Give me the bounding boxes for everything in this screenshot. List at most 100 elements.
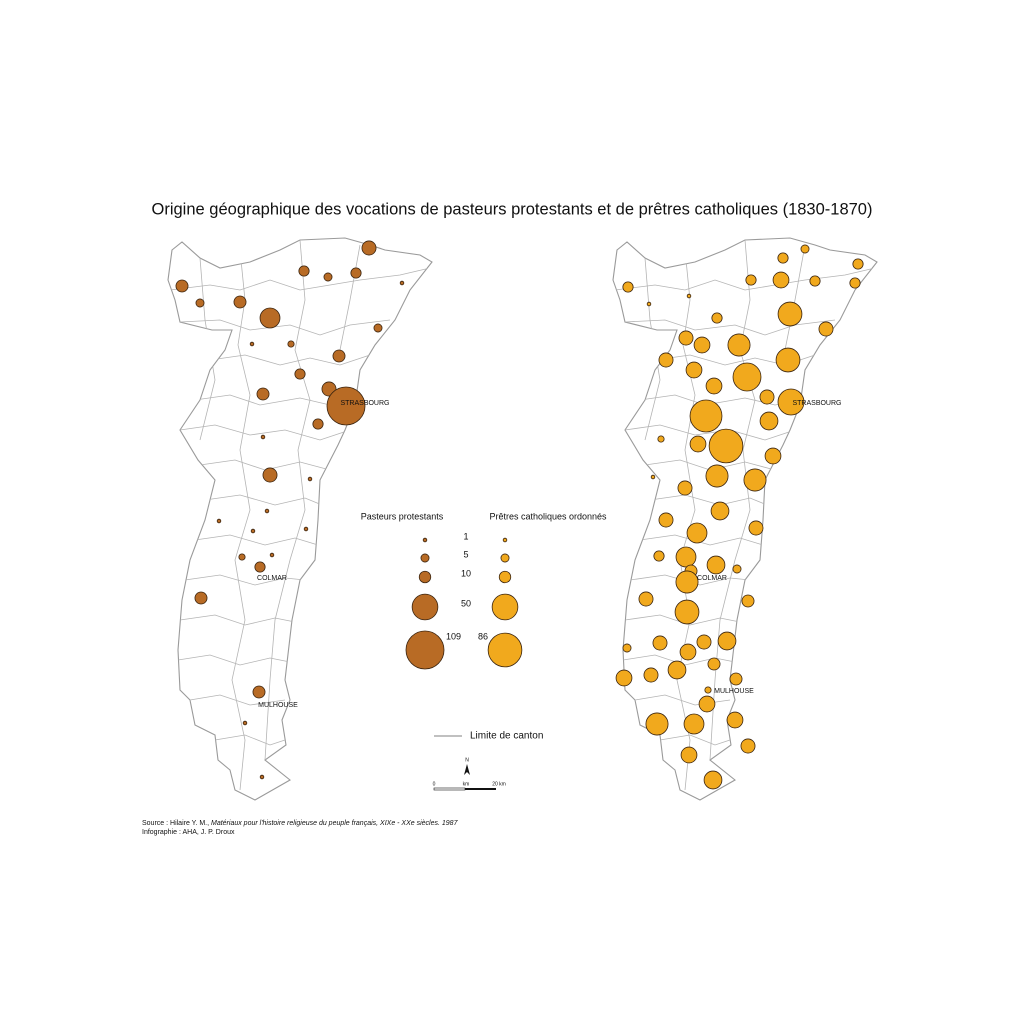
canton-legend-label: Limite de canton	[470, 731, 543, 742]
vocation-circle	[269, 552, 275, 558]
vocation-circle	[726, 711, 744, 729]
vocation-circle	[732, 362, 762, 392]
source-prefix: Source : Hilaire Y. M.,	[142, 820, 211, 827]
vocation-circle	[652, 635, 668, 651]
legend: Pasteurs protestants Prêtres catholiques…	[361, 511, 607, 741]
north-arrow	[464, 764, 470, 775]
vocation-circle	[732, 564, 742, 574]
vocation-circle	[679, 643, 697, 661]
vocation-circle	[696, 634, 712, 650]
vocation-circle	[294, 368, 306, 380]
vocation-circle	[710, 501, 730, 521]
vocation-circle	[264, 508, 270, 514]
vocation-circle	[775, 347, 801, 373]
vocation-circle	[303, 526, 309, 532]
scale: N 0 km 20 km	[433, 757, 506, 791]
vocation-circle	[256, 387, 270, 401]
vocation-circle	[326, 386, 366, 426]
city-label: COLMAR	[697, 575, 727, 582]
city-label: STRASBOURG	[792, 400, 841, 407]
vocation-circle	[675, 546, 697, 568]
vocation-circle	[683, 713, 705, 735]
vocation-circle	[373, 323, 383, 333]
legend-circle	[405, 630, 445, 670]
vocation-circle	[686, 522, 708, 544]
legend-circle	[422, 537, 428, 543]
legend-circle	[500, 553, 510, 563]
vocation-circle	[729, 672, 743, 686]
vocation-circle	[852, 258, 864, 270]
vocation-circle	[399, 280, 405, 286]
source-line: Source : Hilaire Y. M., Matériaux pour l…	[142, 820, 459, 827]
city-label: MULHOUSE	[714, 688, 754, 695]
vocation-circle	[809, 275, 821, 287]
city-label: MULHOUSE	[258, 702, 298, 709]
vocation-circle	[680, 746, 698, 764]
legend-circle	[420, 553, 430, 563]
vocation-circle	[745, 274, 757, 286]
city-label: STRASBOURG	[340, 400, 389, 407]
legend-circle	[491, 593, 519, 621]
vocation-circle	[674, 599, 700, 625]
vocation-circle	[195, 298, 205, 308]
vocation-circle	[262, 467, 278, 483]
vocation-circle	[657, 435, 665, 443]
vocation-circle	[650, 474, 656, 480]
vocation-circle	[705, 464, 729, 488]
vocation-circle	[667, 660, 687, 680]
vocation-circle	[705, 377, 723, 395]
vocation-circle	[312, 418, 324, 430]
vocation-circle	[677, 480, 693, 496]
vocation-circle	[693, 336, 711, 354]
catholic-circles	[615, 244, 864, 790]
vocation-circle	[800, 244, 810, 254]
protestant-circles	[175, 240, 405, 780]
vocation-circle	[704, 686, 712, 694]
vocation-circle	[216, 518, 222, 524]
city-label: COLMAR	[257, 575, 287, 582]
legend-title: Prêtres catholiques ordonnés	[489, 511, 607, 521]
scale-bar	[433, 787, 466, 791]
vocation-circle	[194, 591, 208, 605]
legend-circle	[487, 632, 523, 668]
scale-bar	[465, 788, 496, 790]
source: Source : Hilaire Y. M., Matériaux pour l…	[142, 820, 459, 836]
scale-label: km	[463, 781, 470, 787]
vocation-circle	[727, 333, 751, 357]
source-work: Matériaux pour l'histoire religieuse du …	[211, 820, 459, 827]
vocation-circle	[740, 738, 756, 754]
vocation-circle	[233, 295, 247, 309]
vocation-circle	[259, 774, 265, 780]
legend-value: 86	[478, 631, 488, 641]
city-labels: STRASBOURG COLMAR MULHOUSE STRASBOURG CO…	[257, 400, 841, 709]
vocation-circle	[238, 553, 246, 561]
vocation-circle	[678, 330, 694, 346]
scale-label: 0	[433, 781, 436, 787]
north-label: N	[465, 757, 469, 763]
vocation-circle	[658, 512, 674, 528]
vocation-circle	[260, 434, 266, 440]
vocation-circle	[307, 476, 313, 482]
vocation-circle	[361, 240, 377, 256]
vocation-circle	[703, 770, 723, 790]
vocation-circle	[689, 435, 707, 453]
legend-circle	[411, 593, 439, 621]
vocation-circle	[287, 340, 295, 348]
vocation-circle	[250, 528, 256, 534]
vocation-circle	[175, 279, 189, 293]
vocation-circle	[622, 643, 632, 653]
vocation-circle	[242, 720, 248, 726]
vocation-circle	[748, 520, 764, 536]
vocation-circle	[645, 712, 669, 736]
map-title: Origine géographique des vocations de pa…	[152, 200, 873, 218]
vocation-circle	[707, 657, 721, 671]
vocation-circle	[698, 695, 716, 713]
vocation-circle	[615, 669, 633, 687]
legend-value: 5	[463, 549, 468, 559]
legend-circle	[418, 570, 432, 584]
vocation-circle	[675, 570, 699, 594]
vocation-circle	[685, 361, 703, 379]
vocation-circle	[638, 591, 654, 607]
vocation-circle	[741, 594, 755, 608]
